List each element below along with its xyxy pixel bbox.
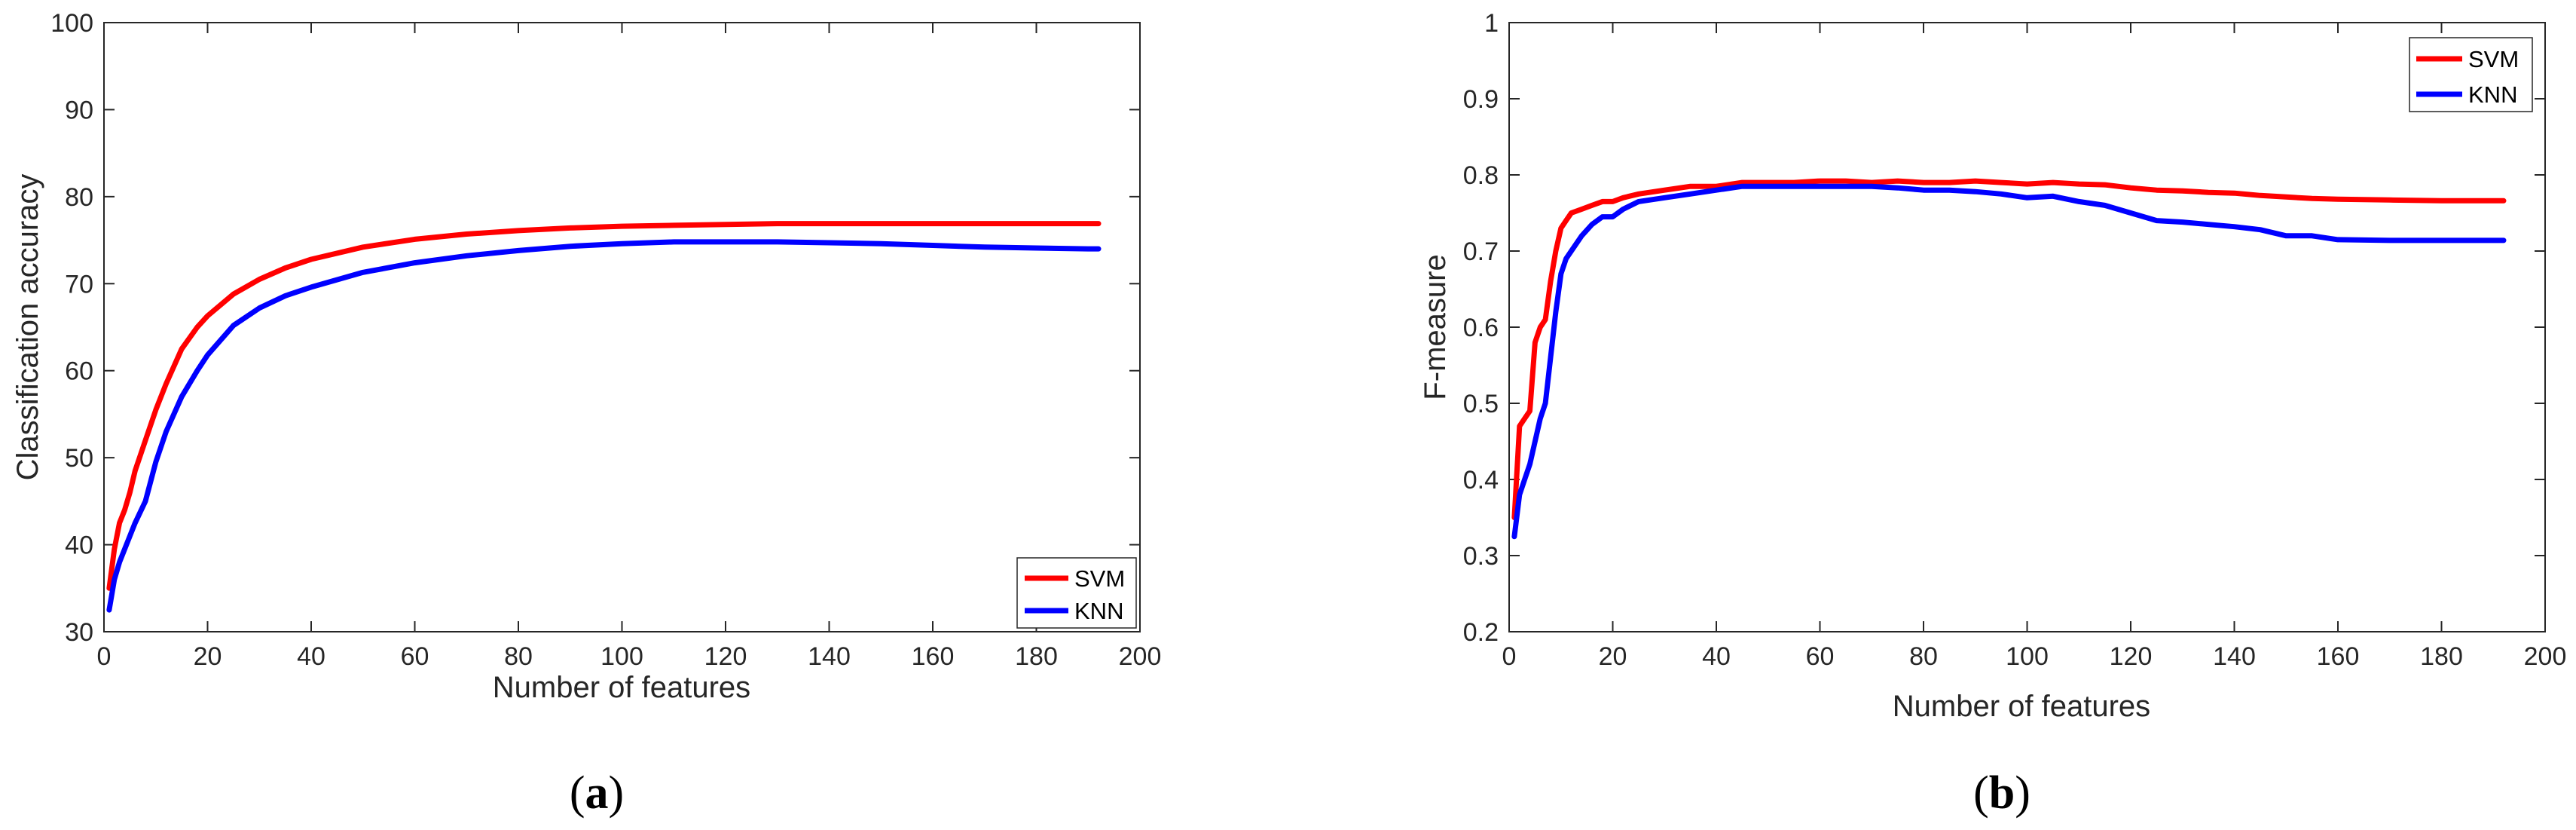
- x-tick-label: 20: [194, 642, 222, 671]
- y-tick-label: 0.2: [1463, 618, 1499, 647]
- y-tick-label: 50: [65, 444, 93, 473]
- y-tick-label: 30: [65, 618, 93, 647]
- panel-b-ylabel: F-measure: [1419, 254, 1452, 400]
- panel-b-label-letter: b: [1989, 767, 2015, 819]
- panel-a-ylabel: Classification accuracy: [11, 174, 44, 481]
- x-tick-label: 200: [1119, 642, 1162, 671]
- x-tick-label: 0: [97, 642, 112, 671]
- x-tick-label: 100: [2006, 642, 2049, 671]
- x-tick-label: 60: [401, 642, 429, 671]
- y-tick-label: 0.6: [1463, 314, 1499, 342]
- x-tick-label: 20: [1599, 642, 1627, 671]
- series-line-knn: [1511, 183, 2507, 540]
- y-tick-label: 60: [65, 357, 93, 386]
- panel-a-plot-area: [103, 22, 1141, 632]
- panel-a-xlabel: Number of features: [493, 671, 750, 704]
- x-tick-label: 180: [1015, 642, 1058, 671]
- panel-a-legend-knn-label: KNN: [1074, 598, 1123, 624]
- panel-b-legend-knn-label: KNN: [2468, 81, 2517, 108]
- x-tick-label: 140: [808, 642, 851, 671]
- panel-b-label: (b): [1973, 767, 2031, 819]
- panel-a-label: (a): [570, 767, 624, 819]
- y-tick-label: 0.9: [1463, 85, 1499, 114]
- x-tick-label: 80: [1909, 642, 1938, 671]
- panel-a-ticks: 0 20 40 60 80 100 120 140 160 180 200 30 40 50 60 70 80 9…: [50, 9, 1161, 671]
- y-tick-label: 0.5: [1463, 390, 1499, 418]
- y-tick-label: 70: [65, 270, 93, 299]
- panel-a-series: [106, 221, 1102, 613]
- panel-b-series: [1511, 178, 2507, 540]
- x-tick-label: 80: [504, 642, 533, 671]
- panel-a-legend-box: [1016, 557, 1137, 629]
- x-tick-label: 40: [297, 642, 325, 671]
- x-tick-label: 40: [1702, 642, 1731, 671]
- panel-b-chart: 0 20 40 60 80 100 120 140 160 180 200 0.2 0.3 0.4 0.5 0…: [1419, 9, 2566, 819]
- series-line-svm: [106, 221, 1102, 591]
- x-tick-label: 60: [1806, 642, 1835, 671]
- x-tick-label: 0: [1502, 642, 1517, 671]
- panel-b-xlabel: Number of features: [1893, 690, 2150, 723]
- panel-b-ticks: 0 20 40 60 80 100 120 140 160 180 200 0.2 0.3 0.4 0.5 0…: [1463, 9, 2567, 671]
- y-tick-label: 40: [65, 531, 93, 560]
- panel-b-legend-svm-label: SVM: [2468, 46, 2519, 72]
- panel-a-legend-svm-label: SVM: [1074, 565, 1125, 592]
- x-tick-label: 160: [2317, 642, 2360, 671]
- x-tick-label: 120: [704, 642, 747, 671]
- y-tick-label: 100: [50, 9, 93, 38]
- panel-a-chart: 0 20 40 60 80 100 120 140 160 180 200 30 40 50 60 70 80 9…: [11, 9, 1161, 819]
- panel-a-label-letter: a: [585, 767, 609, 819]
- x-tick-label: 120: [2110, 642, 2153, 671]
- x-tick-label: 180: [2420, 642, 2463, 671]
- y-tick-label: 80: [65, 183, 93, 212]
- x-tick-label: 200: [2524, 642, 2567, 671]
- y-tick-label: 0.4: [1463, 466, 1499, 495]
- series-line-svm: [1511, 178, 2507, 520]
- x-tick-label: 140: [2213, 642, 2256, 671]
- series-line-knn: [106, 239, 1102, 613]
- y-tick-label: 1: [1484, 9, 1499, 38]
- x-tick-label: 100: [600, 642, 643, 671]
- panel-b-plot-area: [1508, 22, 2546, 632]
- panel-b-legend-box: [2409, 37, 2533, 112]
- x-tick-label: 160: [912, 642, 955, 671]
- panel-b-legend: SVM KNN: [2409, 37, 2533, 112]
- y-tick-label: 0.7: [1463, 237, 1499, 266]
- panel-a-legend: SVM KNN: [1016, 557, 1137, 629]
- y-tick-label: 90: [65, 96, 93, 124]
- y-tick-label: 0.3: [1463, 542, 1499, 571]
- y-tick-label: 0.8: [1463, 161, 1499, 190]
